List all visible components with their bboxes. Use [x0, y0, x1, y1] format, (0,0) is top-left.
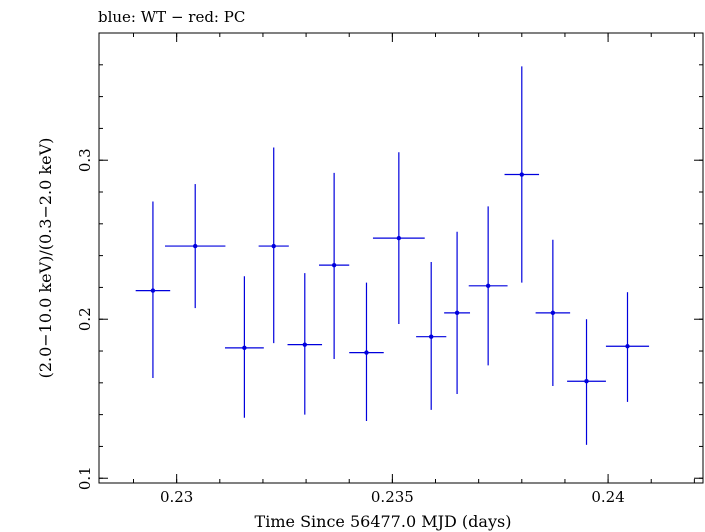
data-series	[135, 66, 650, 445]
data-marker	[625, 344, 630, 349]
data-marker	[454, 310, 460, 316]
data-marker	[271, 243, 276, 249]
data-point	[287, 273, 323, 415]
x-tick-label: 0.23	[160, 488, 193, 506]
data-point	[258, 147, 289, 344]
y-tick-label: 0.2	[76, 307, 94, 331]
data-point	[416, 261, 447, 410]
data-marker	[331, 262, 337, 268]
data-marker	[396, 235, 402, 241]
data-point	[535, 239, 571, 387]
data-point	[135, 201, 171, 379]
data-marker	[364, 350, 369, 355]
data-point	[468, 206, 508, 366]
x-tick-label: 0.24	[591, 488, 624, 506]
y-tick-label: 0.1	[76, 466, 94, 490]
data-marker	[302, 342, 307, 347]
y-tick-label: 0.3	[76, 148, 94, 172]
data-marker	[242, 345, 247, 351]
plot-axes	[98, 32, 704, 484]
data-marker	[584, 379, 589, 384]
data-marker	[550, 310, 556, 316]
data-marker	[193, 243, 198, 249]
data-point	[319, 172, 350, 359]
data-marker	[485, 283, 491, 289]
data-point	[165, 184, 226, 309]
axis-ticks: 0.23 0.235 0.24 0.1 0.2 0.3	[76, 32, 703, 506]
data-marker	[429, 334, 434, 339]
data-point	[349, 282, 384, 421]
x-axis-label: Time Since 56477.0 MJD (days)	[255, 512, 512, 531]
plot-frame	[98, 32, 704, 484]
data-point	[224, 276, 264, 418]
y-axis-label: (2.0−10.0 keV)/(0.3−2.0 keV)	[36, 138, 55, 379]
data-marker	[519, 172, 524, 177]
data-marker	[150, 288, 156, 293]
data-point	[444, 231, 471, 394]
x-tick-label: 0.235	[371, 488, 414, 506]
chart-title: blue: WT − red: PC	[98, 8, 245, 26]
data-point	[567, 319, 606, 445]
data-point	[372, 152, 425, 324]
data-point	[605, 292, 650, 402]
data-point	[504, 66, 540, 283]
